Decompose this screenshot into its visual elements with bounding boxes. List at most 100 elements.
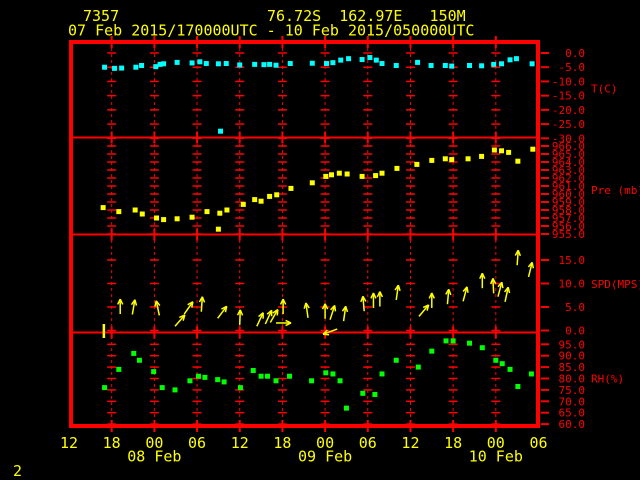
temperature-point — [507, 57, 513, 63]
y-tick-label: -30.0 — [552, 132, 585, 145]
y-tick-label: 962.0 — [552, 172, 585, 185]
wind-arrow-head — [236, 309, 241, 316]
pressure-point — [267, 193, 273, 199]
wind-arrow-head — [321, 303, 326, 310]
humidity-point — [499, 361, 505, 367]
pressure-point — [373, 173, 379, 179]
wind-arrow-head — [344, 306, 349, 313]
temperature-point — [499, 61, 505, 67]
pressure-point — [309, 180, 315, 186]
y-tick-label: 961.0 — [552, 180, 585, 193]
wind-arrow-head — [187, 301, 194, 306]
pressure-point — [465, 156, 471, 162]
x-tick-label: 18 — [273, 434, 291, 452]
wind-arrow-head — [276, 309, 279, 316]
x-tick-label: 12 — [231, 434, 249, 452]
humidity-point — [507, 366, 513, 372]
humidity-point — [136, 357, 142, 363]
wind-arrow-head — [179, 314, 186, 319]
pressure-point — [328, 172, 334, 178]
y-tick-label: 10.0 — [559, 278, 586, 291]
x-tick-label: 06 — [188, 434, 206, 452]
date-label: 10 Feb — [469, 448, 523, 466]
grid-layer — [69, 36, 540, 432]
wind-arrow-head — [426, 304, 430, 311]
pressure-point — [161, 217, 167, 223]
wind-arrow — [342, 306, 347, 322]
wind-arrow-head — [279, 298, 284, 305]
wind-arrow — [504, 287, 509, 302]
wind-arrow-head — [501, 282, 504, 289]
wind-arrow — [516, 250, 519, 266]
y-tick-label: 85.0 — [559, 361, 586, 374]
y-tick-label: 80.0 — [559, 373, 586, 386]
wind-arrow-head — [130, 299, 136, 306]
temperature-point — [346, 56, 352, 62]
wind-arrow — [256, 312, 264, 327]
humidity-point — [264, 373, 270, 379]
wind-arrow-head — [221, 305, 228, 310]
wind-arrow — [395, 284, 400, 301]
y-tick-label: 70.0 — [559, 395, 586, 408]
wind-arrow-head — [182, 314, 186, 321]
wind-arrow-head — [431, 292, 436, 299]
wind-arrow-head — [134, 299, 138, 306]
wind-arrow-head — [497, 281, 503, 288]
wind-arrow-head — [285, 319, 292, 324]
station-id: 7357 — [83, 7, 119, 25]
wind-arrow-head — [333, 305, 337, 312]
wind-arrow — [131, 299, 136, 315]
wind-arrow-head — [155, 300, 161, 307]
temperature-point — [466, 63, 472, 69]
humidity-point — [415, 364, 421, 370]
wind-arrow — [305, 302, 309, 318]
y-tick-label: 960.0 — [552, 188, 585, 201]
y-tick-label: 965.0 — [552, 148, 585, 161]
pressure-point — [336, 170, 342, 176]
temperature-point — [223, 61, 229, 67]
x-tick-label: 18 — [444, 434, 462, 452]
wind-arrow — [200, 296, 204, 312]
humidity-point — [393, 357, 399, 363]
humidity-point — [466, 340, 472, 346]
temperature-point — [330, 60, 336, 66]
wind-arrow-head — [201, 296, 206, 303]
y-tick-label: 956.0 — [552, 220, 585, 233]
temperature-point — [261, 62, 267, 68]
humidity-point — [330, 371, 336, 377]
pressure-point — [204, 209, 210, 215]
wind-arrow-head — [376, 291, 381, 298]
pressure-point — [515, 158, 521, 164]
wind-arrow-head — [117, 298, 121, 305]
wind-arrow-head — [360, 296, 364, 303]
x-tick-label: 00 — [487, 434, 505, 452]
wind-arrow-head — [372, 292, 377, 299]
y-tick-label: 963.0 — [552, 164, 585, 177]
humidity-point — [215, 377, 221, 383]
wind-arrow-head — [303, 302, 307, 309]
temperature-point — [174, 59, 180, 65]
temperature-point — [139, 63, 145, 69]
humidity-point — [343, 405, 349, 411]
wind-arrow — [217, 305, 228, 319]
y-tick-label: -25.0 — [552, 118, 585, 131]
x-tick-label: 12 — [401, 434, 419, 452]
temperature-point — [112, 65, 118, 71]
pressure-point — [240, 201, 246, 207]
temperature-point — [442, 63, 448, 69]
x-tick-label: 06 — [529, 434, 547, 452]
pressure-point — [530, 146, 536, 152]
wind-arrow — [527, 262, 533, 278]
temperature-point — [324, 61, 330, 67]
x-axis-labels: 12 18 00 06 12 18 00 06 12 18 00 06 08 Feb 09 Feb 10 F… — [60, 434, 548, 466]
temperature-point — [161, 61, 167, 67]
temperature-axis-unit: T(C) — [591, 83, 618, 96]
wind-arrow-head — [394, 284, 399, 291]
humidity-point — [258, 373, 264, 379]
temperature-point — [379, 61, 385, 67]
wind-arrow — [446, 289, 450, 305]
humidity-point — [273, 378, 279, 384]
temperature-point — [513, 56, 519, 62]
humidity-point — [237, 385, 243, 391]
